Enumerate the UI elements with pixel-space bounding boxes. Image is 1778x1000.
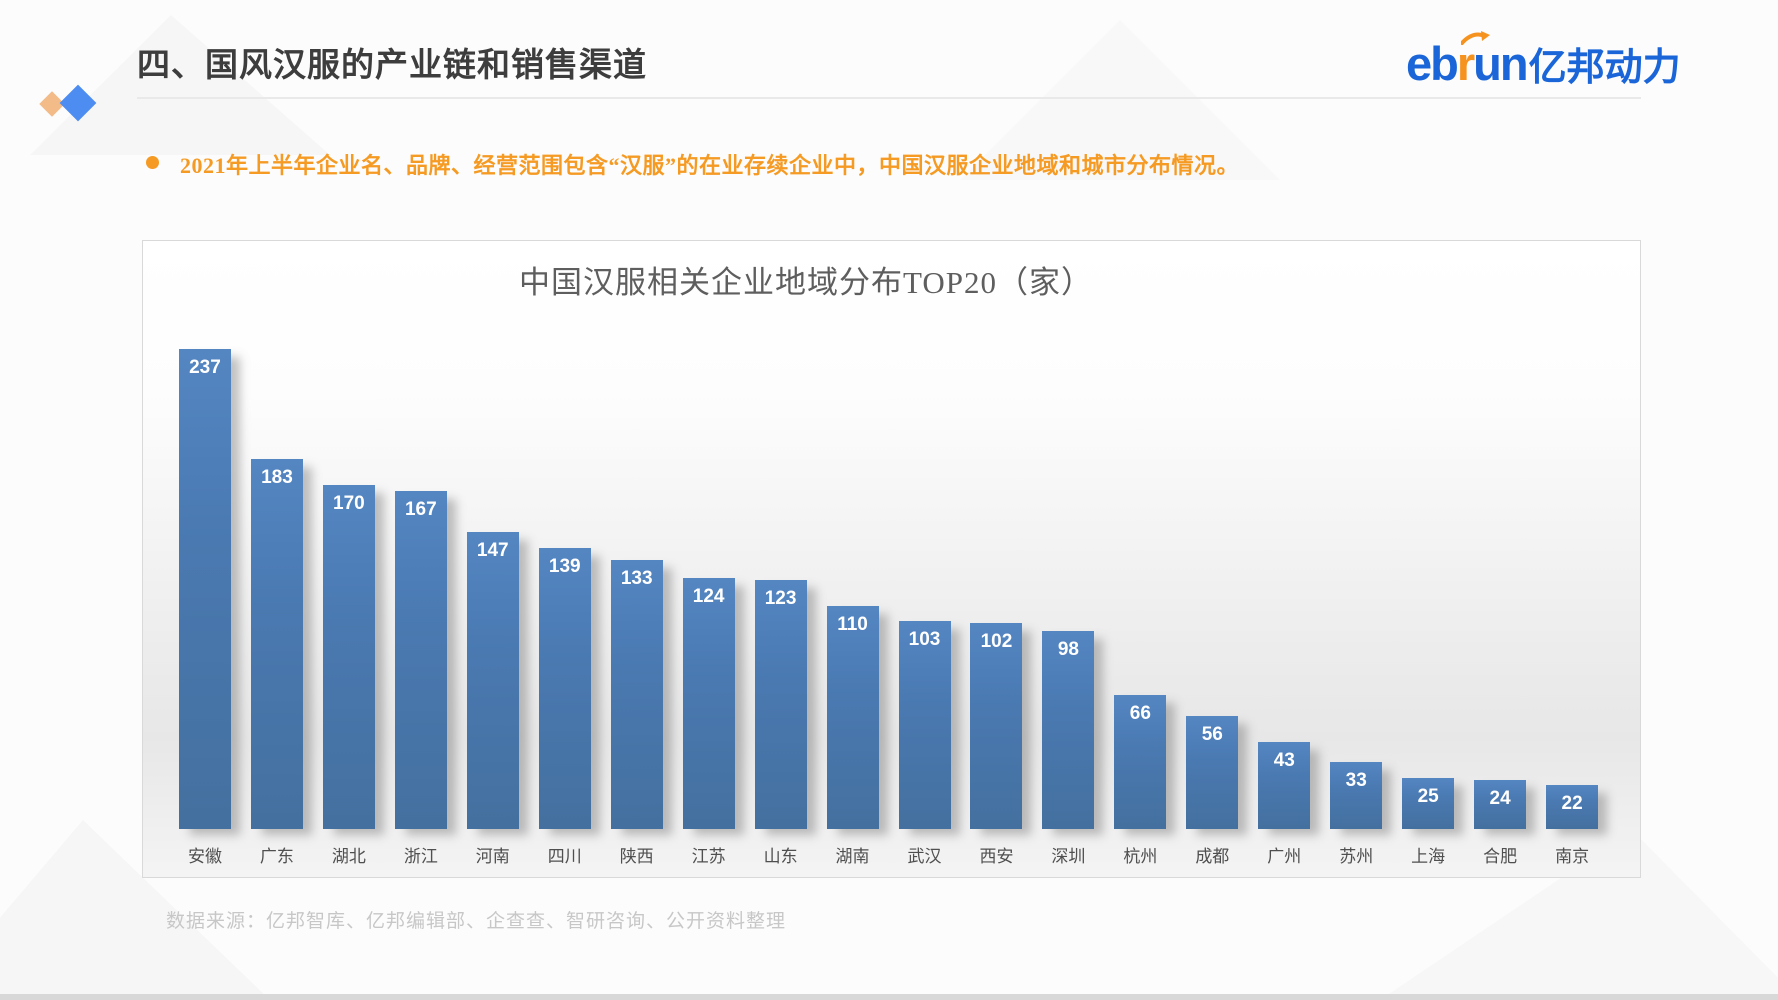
category-label: 河南 — [475, 847, 510, 866]
bar: 103 — [898, 620, 951, 829]
bar-column: 123 山东 — [745, 319, 817, 866]
category-label: 广东 — [259, 847, 294, 866]
bar-value-label: 22 — [1561, 792, 1583, 814]
category-label: 湖北 — [331, 847, 366, 866]
bar-value-label: 25 — [1417, 786, 1439, 808]
bar-value-label: 24 — [1489, 788, 1511, 810]
bar-column: 66 杭州 — [1104, 319, 1176, 866]
category-label: 武汉 — [907, 847, 942, 866]
ebrun-logo: eb r un 亿邦动力 — [1406, 31, 1681, 91]
bar-column: 33 苏州 — [1320, 319, 1392, 866]
bar-column: 24 合肥 — [1464, 319, 1536, 866]
bar-value-label: 124 — [692, 586, 725, 607]
bar: 25 — [1402, 778, 1455, 829]
bar-value-label: 133 — [620, 567, 653, 589]
bar-value-label: 183 — [261, 466, 293, 488]
bar-column: 102 西安 — [960, 319, 1032, 866]
bar-column: 237 安徽 — [169, 319, 241, 866]
bar: 124 — [682, 578, 735, 829]
category-label: 广州 — [1267, 847, 1302, 866]
bar-value-label: 43 — [1273, 750, 1295, 771]
bar: 133 — [610, 559, 663, 829]
bar: 43 — [1258, 742, 1311, 829]
bar-column: 124 江苏 — [673, 319, 745, 866]
bar-value-label: 56 — [1201, 723, 1223, 745]
bar-column: 183 广东 — [241, 319, 313, 866]
category-label: 江苏 — [691, 847, 726, 866]
bar-column: 56 成都 — [1176, 319, 1248, 866]
bar: 56 — [1186, 715, 1239, 829]
category-label: 南京 — [1555, 847, 1590, 866]
category-label: 浙江 — [403, 847, 438, 866]
bar-value-label: 103 — [908, 628, 941, 650]
bar-value-label: 123 — [764, 588, 797, 609]
bar-column: 43 广州 — [1248, 319, 1320, 866]
bar-value-label: 139 — [548, 555, 581, 577]
chart-title: 中国汉服相关企业地域分布TOP20（家） — [519, 265, 1094, 300]
logo-text-eb: eb — [1406, 37, 1459, 90]
bar-value-label: 170 — [333, 492, 365, 514]
bar-column: 25 上海 — [1392, 319, 1464, 866]
bar: 66 — [1114, 695, 1167, 829]
bar-column: 147 河南 — [457, 319, 529, 866]
bar: 102 — [970, 622, 1023, 829]
logo-text-r: r — [1457, 31, 1490, 91]
bar: 110 — [826, 606, 879, 829]
category-label: 杭州 — [1123, 847, 1158, 866]
page-title: 四、国风汉服的产业链和销售渠道 — [137, 48, 647, 84]
bar-column: 110 湖南 — [817, 319, 889, 866]
title-divider — [137, 97, 1641, 99]
bar: 24 — [1474, 780, 1527, 829]
bar-column: 103 武汉 — [889, 319, 961, 866]
chart-panel: 中国汉服相关企业地域分布TOP20（家） 237 安徽 183 广东 170 湖北 167 浙… — [142, 240, 1641, 878]
bar: 123 — [754, 580, 807, 829]
bar-column: 170 湖北 — [313, 319, 385, 866]
category-label: 湖南 — [835, 847, 870, 866]
bar-value-label: 147 — [476, 539, 509, 561]
category-label: 苏州 — [1339, 847, 1374, 866]
category-label: 上海 — [1411, 847, 1446, 866]
category-label: 西安 — [979, 847, 1014, 866]
bar-value-label: 102 — [980, 630, 1013, 652]
bar-column: 98 深圳 — [1032, 319, 1104, 866]
logo-text-cn: 亿邦动力 — [1528, 47, 1681, 89]
bar: 183 — [250, 458, 303, 829]
category-label: 合肥 — [1483, 847, 1518, 866]
bar-column: 22 南京 — [1536, 319, 1608, 866]
bullet-text: 2021年上半年企业名、品牌、经营范围包含“汉服”的在业存续企业中，中国汉服企业… — [180, 153, 1240, 178]
bar-value-label: 237 — [189, 357, 221, 379]
bar: 22 — [1546, 784, 1599, 829]
logo-text-un: un — [1473, 37, 1528, 90]
category-label: 四川 — [547, 847, 582, 866]
bullet-dot-icon — [146, 156, 159, 169]
bar: 167 — [394, 491, 447, 829]
bar-value-label: 167 — [404, 499, 437, 520]
bar: 98 — [1042, 630, 1095, 829]
bar: 139 — [538, 547, 591, 829]
data-source-note: 数据来源：亿邦智库、亿邦编辑部、企查查、智研咨询、公开资料整理 — [166, 911, 787, 932]
bar-column: 167 浙江 — [385, 319, 457, 866]
bar: 33 — [1330, 762, 1383, 829]
category-label: 安徽 — [187, 847, 222, 866]
category-label: 山东 — [763, 847, 798, 866]
category-label: 深圳 — [1051, 847, 1086, 866]
bottom-edge-strip — [0, 994, 1778, 1000]
bar-column: 139 四川 — [529, 319, 601, 866]
bar-value-label: 33 — [1345, 770, 1367, 792]
bar: 147 — [466, 531, 519, 829]
bar: 170 — [322, 484, 375, 829]
bar-value-label: 66 — [1129, 703, 1151, 725]
category-label: 陕西 — [619, 847, 654, 866]
bar: 237 — [178, 349, 231, 829]
logo-arrow-icon — [1460, 31, 1490, 45]
plot-area: 237 安徽 183 广东 170 湖北 167 浙江 147 河南 139 四川 133 陕西 124 江苏… — [169, 319, 1608, 866]
bar-value-label: 98 — [1057, 638, 1079, 660]
bar-value-label: 110 — [837, 614, 868, 636]
category-label: 成都 — [1195, 847, 1230, 866]
bullet-row: 2021年上半年企业名、品牌、经营范围包含“汉服”的在业存续企业中，中国汉服企业… — [146, 148, 1239, 180]
bar-column: 133 陕西 — [601, 319, 673, 866]
